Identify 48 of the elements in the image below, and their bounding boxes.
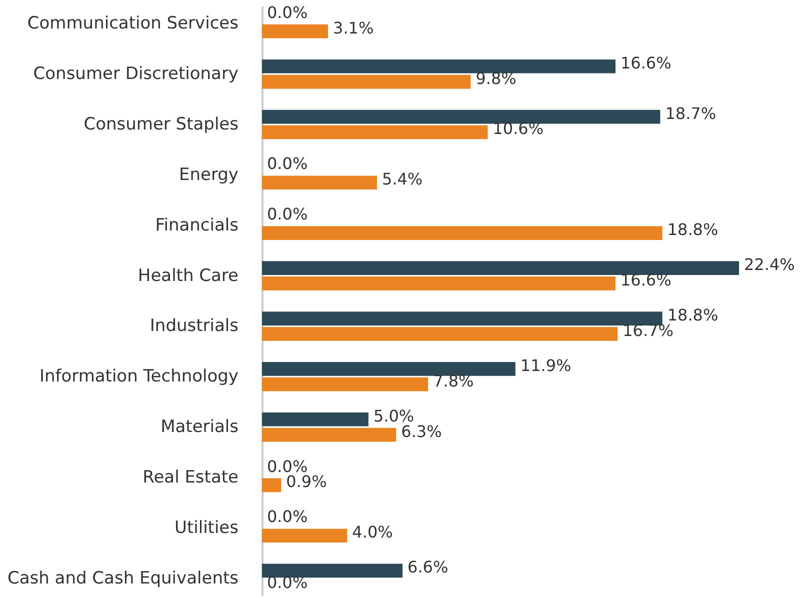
bar bbox=[262, 564, 403, 578]
bar bbox=[262, 362, 516, 376]
y-tick-label: Health Care bbox=[138, 266, 238, 286]
y-tick-label: Consumer Discretionary bbox=[33, 64, 238, 84]
bar bbox=[262, 326, 618, 341]
data-label: 0.0% bbox=[267, 2, 308, 22]
bar bbox=[262, 412, 368, 426]
data-label: 9.8% bbox=[476, 68, 516, 88]
bar bbox=[262, 110, 660, 124]
bar bbox=[262, 312, 662, 326]
data-label: 3.1% bbox=[333, 18, 374, 38]
data-label: 0.0% bbox=[267, 204, 308, 224]
data-label: 10.6% bbox=[492, 119, 544, 138]
data-label: 16.6% bbox=[620, 270, 672, 290]
data-label: 7.8% bbox=[433, 371, 474, 390]
bar bbox=[262, 24, 328, 38]
bar bbox=[262, 74, 471, 89]
y-tick-label: Real Estate bbox=[142, 467, 238, 488]
y-tick-label: Cash and Cash Equivalents bbox=[7, 568, 239, 588]
data-label: 6.6% bbox=[408, 558, 448, 577]
bar bbox=[262, 125, 488, 140]
y-tick-label: Utilities bbox=[174, 518, 239, 538]
bar bbox=[262, 261, 739, 276]
y-tick-label: Financials bbox=[155, 215, 239, 236]
data-label: 0.0% bbox=[267, 154, 308, 174]
data-label: 0.0% bbox=[267, 507, 308, 526]
bar bbox=[262, 276, 616, 290]
y-tick-label: Communication Services bbox=[27, 14, 239, 34]
y-tick-label: Consumer Staples bbox=[84, 114, 239, 135]
data-label: 18.7% bbox=[665, 104, 716, 123]
bar bbox=[262, 478, 282, 492]
y-tick-label: Materials bbox=[160, 417, 239, 438]
bar bbox=[262, 528, 348, 543]
data-label: 16.6% bbox=[620, 53, 672, 72]
bar bbox=[262, 59, 616, 74]
data-label: 5.4% bbox=[382, 170, 423, 189]
bar bbox=[262, 428, 396, 442]
data-label: 11.9% bbox=[520, 356, 572, 375]
bar bbox=[262, 226, 662, 240]
data-label: 0.0% bbox=[267, 573, 308, 592]
bar bbox=[262, 176, 377, 190]
y-tick-label: Industrials bbox=[150, 316, 239, 336]
data-label: 4.0% bbox=[352, 522, 393, 542]
data-label: 18.8% bbox=[667, 220, 718, 240]
y-tick-label: Energy bbox=[178, 164, 238, 185]
y-tick-label: Information Technology bbox=[39, 366, 238, 387]
data-label: 22.4% bbox=[744, 255, 795, 274]
bar bbox=[262, 377, 428, 392]
